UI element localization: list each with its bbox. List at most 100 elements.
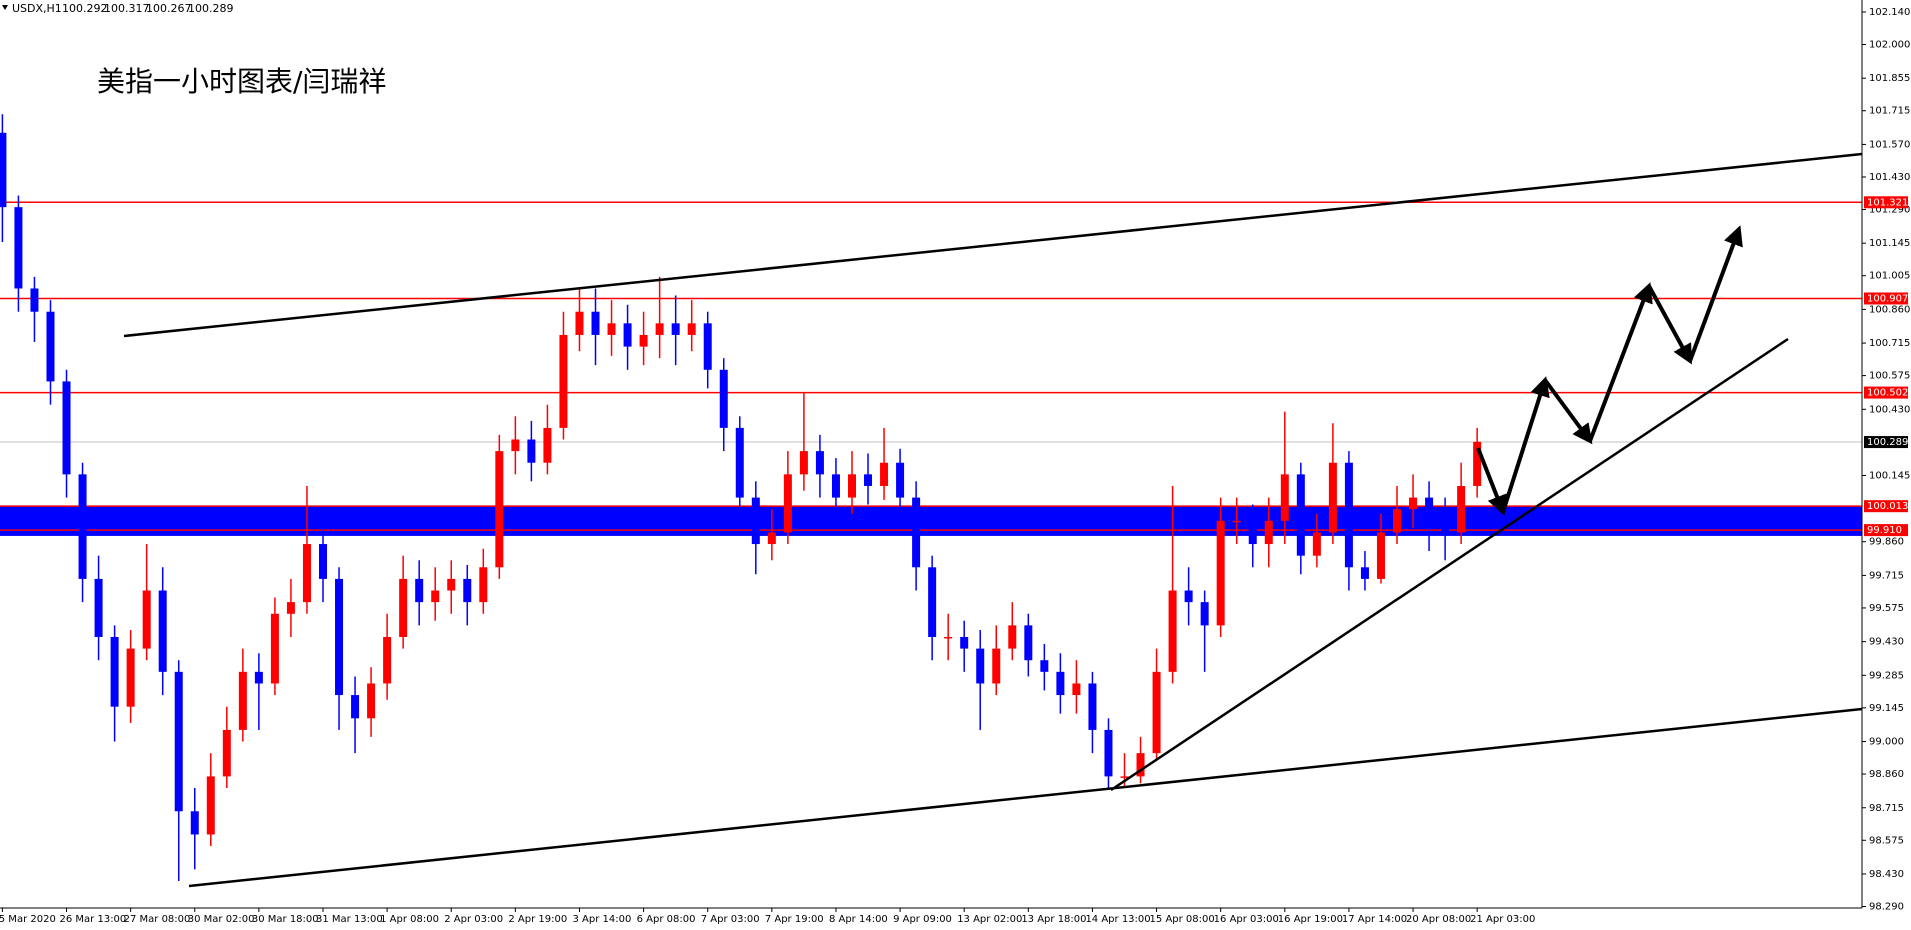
y-tick-label: 101.855 (1869, 73, 1910, 84)
candle-body (14, 207, 23, 289)
x-tick-label: 1 Apr 08:00 (380, 914, 439, 925)
y-tick-label: 99.575 (1869, 603, 1904, 614)
header-value: 100.289 (188, 2, 234, 15)
candle-body (719, 369, 728, 428)
candle-body (222, 729, 231, 777)
candle-body (238, 671, 247, 730)
x-tick-label: 25 Mar 2020 (0, 914, 56, 925)
candle-body (447, 578, 456, 591)
candle-body (864, 474, 873, 486)
candle-body (623, 323, 632, 347)
candle-body (319, 544, 327, 579)
candle-body (1232, 520, 1241, 523)
candle-body (190, 811, 199, 835)
x-tick-label: 9 Apr 09:00 (893, 914, 952, 925)
candle-body (1296, 474, 1305, 556)
candle-body (1312, 532, 1321, 556)
candle-body (847, 474, 856, 498)
y-tick-label: 99.715 (1869, 570, 1904, 581)
y-tick-label: 101.290 (1869, 204, 1910, 215)
candle-body (799, 451, 808, 475)
level-box (1864, 386, 1908, 399)
y-tick-label: 98.860 (1869, 769, 1904, 780)
candle-body (912, 497, 921, 568)
y-tick-label: 98.575 (1869, 835, 1904, 846)
header-value: 100.317 (104, 2, 150, 15)
y-tick-label: 98.430 (1869, 869, 1904, 880)
y-tick-label: 101.430 (1869, 172, 1910, 183)
candle-body (511, 439, 520, 452)
y-tick-label: 98.290 (1869, 902, 1904, 913)
x-tick-label: 8 Apr 14:00 (829, 914, 888, 925)
y-tick-label: 101.715 (1869, 106, 1910, 117)
candle-body (1168, 590, 1177, 672)
candle-body (367, 683, 376, 719)
y-tick-label: 99.860 (1869, 537, 1904, 548)
x-tick-label: 15 Apr 08:00 (1150, 914, 1215, 925)
candle-body (1328, 462, 1337, 533)
candle-body (944, 636, 953, 639)
x-tick-label: 26 Mar 13:00 (60, 914, 127, 925)
level-box (1864, 524, 1908, 537)
x-tick-label: 3 Apr 14:00 (572, 914, 631, 925)
candle-body (1040, 660, 1049, 672)
candle-body (1008, 625, 1017, 649)
candle-body (783, 474, 792, 533)
x-tick-label: 14 Apr 13:00 (1085, 914, 1150, 925)
candle-body (1441, 520, 1450, 533)
x-tick-label: 30 Mar 02:00 (188, 914, 255, 925)
candle-body (335, 578, 344, 696)
candle-body (1376, 532, 1385, 579)
y-tick-label: 98.715 (1869, 803, 1904, 814)
current-price-box (1864, 436, 1908, 449)
candle-body (1184, 590, 1193, 603)
candle-body (270, 613, 279, 684)
candle-body (687, 323, 696, 335)
current-price-label: 100.289 (1867, 437, 1908, 448)
level-label: 100.013 (1867, 501, 1908, 512)
candle-body (351, 695, 360, 719)
candle-body (831, 474, 840, 498)
support-zone (0, 506, 1862, 536)
candle-body (703, 323, 712, 370)
y-tick-label: 100.145 (1869, 471, 1910, 482)
y-tick-label: 100.715 (1869, 338, 1910, 349)
forecast-arrow (1688, 225, 1743, 362)
candle-body (1344, 462, 1353, 568)
forecast-arrow (1501, 376, 1550, 513)
axis-panel-bg (1863, 0, 1911, 930)
level-box (1864, 196, 1908, 209)
y-tick-label: 101.145 (1869, 238, 1910, 249)
candle-body (1120, 776, 1129, 778)
forecast-arrow (1543, 378, 1593, 445)
candle-body (30, 288, 39, 312)
x-tick-label: 6 Apr 08:00 (637, 914, 696, 925)
x-tick-label: 30 Mar 18:00 (252, 914, 319, 925)
axes: 102.140 102.000 101.855 101.715 101.570 101.4… (0, 7, 1910, 925)
candle-body (0, 132, 7, 208)
candle-body (1200, 602, 1209, 626)
candle-body (976, 648, 985, 684)
candle-body (655, 323, 664, 335)
y-tick-label: 101.005 (1869, 271, 1910, 282)
candle-body (767, 532, 776, 545)
candle-body (1072, 683, 1081, 696)
candle-body (1393, 509, 1402, 533)
level-label: 99.910 (1867, 525, 1902, 536)
candle-body (527, 439, 536, 463)
candle-body (1152, 671, 1161, 754)
x-tick-label: 2 Apr 03:00 (444, 914, 503, 925)
candle-body (206, 776, 215, 835)
candle-body (415, 578, 424, 603)
candle-body (302, 544, 311, 603)
level-box (1864, 500, 1908, 513)
level-label: 101.321 (1867, 197, 1908, 208)
drawings (123, 152, 1863, 888)
candle-body (46, 311, 55, 382)
y-tick-label: 100.860 (1869, 304, 1910, 315)
symbol: USDX,H1 (12, 2, 62, 15)
candle-body (126, 648, 135, 707)
